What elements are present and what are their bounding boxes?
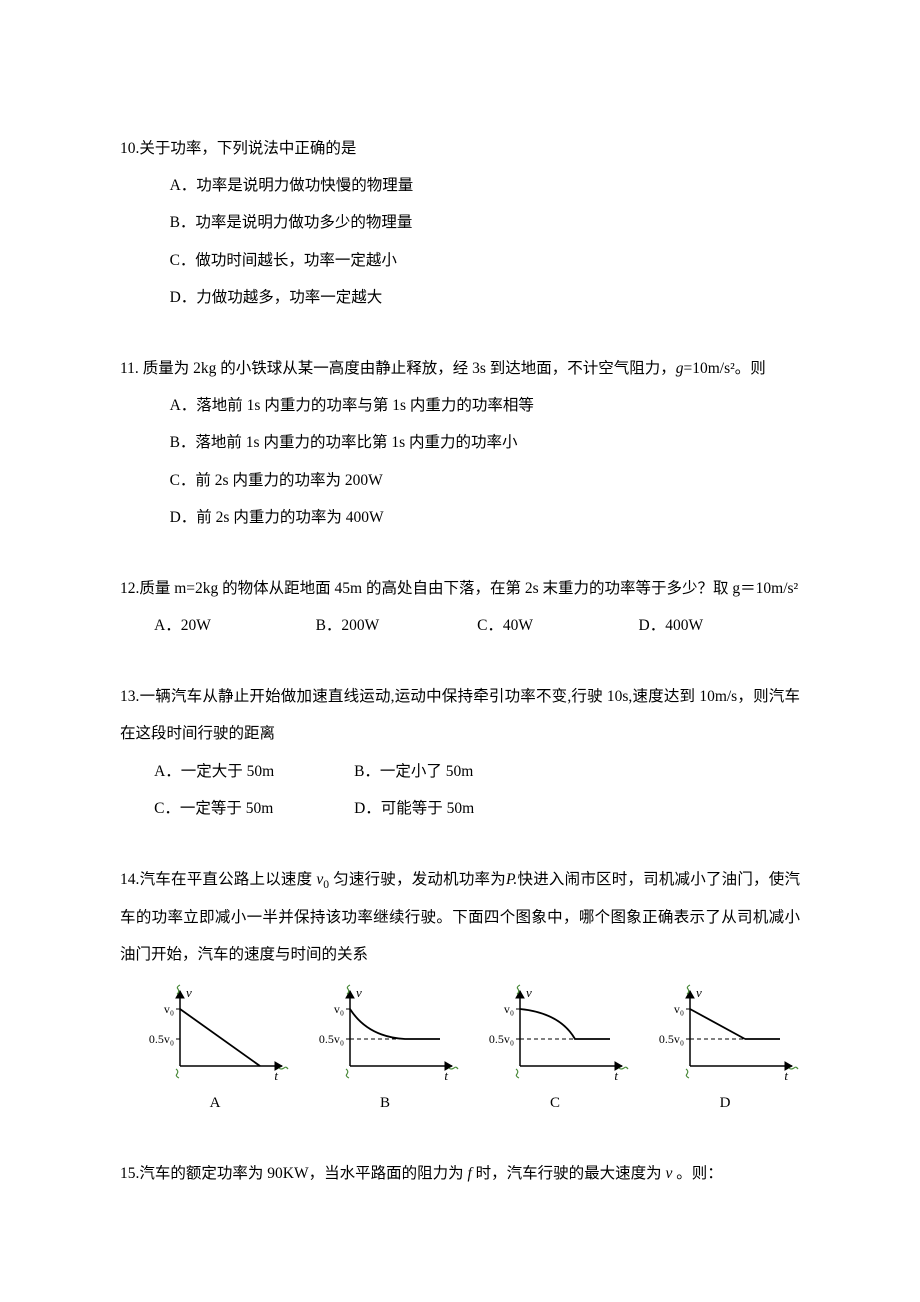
question-11: 11. 质量为 2kg 的小铁球从某一高度由静止释放，经 3s 到达地面，不计空… bbox=[120, 350, 800, 536]
svg-text:v: v bbox=[696, 985, 702, 1000]
svg-text:0.5v₀: 0.5v₀ bbox=[319, 1032, 344, 1046]
q11-stem-2: =10m/s²。则 bbox=[683, 360, 765, 377]
q13-stem: 一辆汽车从静止开始做加速直线运动,运动中保持牵引功率不变,行驶 10s,速度达到… bbox=[120, 688, 800, 742]
q12-options: A．20W B．200W C．40W D．400W bbox=[120, 607, 800, 644]
q10-stem: 关于功率，下列说法中正确的是 bbox=[139, 140, 356, 157]
q14-t1: 汽车在平直公路上以速度 bbox=[139, 871, 316, 888]
q14-P: P. bbox=[506, 871, 517, 888]
q10-number: 10. bbox=[120, 140, 139, 157]
q14-label-d: D bbox=[650, 1085, 800, 1121]
q14-t2: 匀速行驶，发动机功率为 bbox=[329, 871, 506, 888]
q13-number: 13. bbox=[120, 688, 139, 705]
chart-a-svg: v t v₀ 0.5v₀ bbox=[140, 981, 290, 1081]
svg-text:v: v bbox=[186, 985, 192, 1000]
q12-opt-d: D．400W bbox=[639, 607, 800, 644]
svg-text:v₀: v₀ bbox=[674, 1002, 684, 1016]
svg-text:v₀: v₀ bbox=[164, 1002, 174, 1016]
question-12: 12.质量 m=2kg 的物体从距地面 45m 的高处自由下落，在第 2s 末重… bbox=[120, 570, 800, 644]
q13-text: 13.一辆汽车从静止开始做加速直线运动,运动中保持牵引功率不变,行驶 10s,速… bbox=[120, 678, 800, 752]
q12-number: 12. bbox=[120, 580, 139, 597]
q11-opt-d: D．前 2s 内重力的功率为 400W bbox=[170, 499, 800, 536]
q14-chart-c: v t v₀ 0.5v₀ C bbox=[480, 981, 630, 1121]
q11-opt-c: C．前 2s 内重力的功率为 200W bbox=[170, 462, 800, 499]
svg-text:v₀: v₀ bbox=[504, 1002, 514, 1016]
q12-stem: 质量 m=2kg 的物体从距地面 45m 的高处自由下落，在第 2s 末重力的功… bbox=[139, 580, 798, 597]
q10-opt-b: B．功率是说明力做功多少的物理量 bbox=[170, 204, 800, 241]
q11-opt-a: A．落地前 1s 内重力的功率与第 1s 内重力的功率相等 bbox=[170, 387, 800, 424]
svg-text:v₀: v₀ bbox=[334, 1002, 344, 1016]
q10-options: A．功率是说明力做功快慢的物理量 B．功率是说明力做功多少的物理量 C．做功时间… bbox=[120, 167, 800, 316]
q14-number: 14. bbox=[120, 871, 139, 888]
q10-opt-d: D．力做功越多，功率一定越大 bbox=[170, 279, 800, 316]
question-13: 13.一辆汽车从静止开始做加速直线运动,运动中保持牵引功率不变,行驶 10s,速… bbox=[120, 678, 800, 827]
q14-label-b: B bbox=[310, 1085, 460, 1121]
svg-text:t: t bbox=[614, 1068, 618, 1081]
chart-c-svg: v t v₀ 0.5v₀ bbox=[480, 981, 630, 1081]
svg-text:v: v bbox=[356, 985, 362, 1000]
q14-charts: v t v₀ 0.5v₀ A v t v₀ 0.5v₀ B v t v₀ 0.5v₀ C v t v₀… bbox=[140, 981, 800, 1121]
q11-number: 11. bbox=[120, 360, 139, 377]
q11-text: 11. 质量为 2kg 的小铁球从某一高度由静止释放，经 3s 到达地面，不计空… bbox=[120, 350, 800, 387]
q14-chart-a: v t v₀ 0.5v₀ A bbox=[140, 981, 290, 1121]
svg-text:0.5v₀: 0.5v₀ bbox=[149, 1032, 174, 1046]
q11-opt-b: B．落地前 1s 内重力的功率比第 1s 内重力的功率小 bbox=[170, 424, 800, 461]
q13-opt-d: D．可能等于 50m bbox=[354, 790, 554, 827]
q14-label-a: A bbox=[140, 1085, 290, 1121]
q15-number: 15. bbox=[120, 1165, 139, 1182]
q10-text: 10.关于功率，下列说法中正确的是 bbox=[120, 130, 800, 167]
q15-t3: 。则： bbox=[672, 1165, 722, 1182]
q13-options: A．一定大于 50m B．一定小了 50m C．一定等于 50m D．可能等于 … bbox=[120, 753, 800, 827]
svg-text:t: t bbox=[444, 1068, 448, 1081]
question-15: 15.汽车的额定功率为 90KW，当水平路面的阻力为 f 时，汽车行驶的最大速度… bbox=[120, 1155, 800, 1192]
q11-stem-1: 质量为 2kg 的小铁球从某一高度由静止释放，经 3s 到达地面，不计空气阻力， bbox=[139, 360, 676, 377]
q10-opt-c: C．做功时间越长，功率一定越小 bbox=[170, 242, 800, 279]
q12-text: 12.质量 m=2kg 的物体从距地面 45m 的高处自由下落，在第 2s 末重… bbox=[120, 570, 800, 607]
svg-text:0.5v₀: 0.5v₀ bbox=[659, 1032, 684, 1046]
q15-text: 15.汽车的额定功率为 90KW，当水平路面的阻力为 f 时，汽车行驶的最大速度… bbox=[120, 1155, 800, 1192]
q10-opt-a: A．功率是说明力做功快慢的物理量 bbox=[170, 167, 800, 204]
q15-t1: 汽车的额定功率为 90KW，当水平路面的阻力为 bbox=[139, 1165, 467, 1182]
chart-d-svg: v t v₀ 0.5v₀ bbox=[650, 981, 800, 1081]
q14-label-c: C bbox=[480, 1085, 630, 1121]
q13-opt-b: B．一定小了 50m bbox=[354, 753, 554, 790]
q14-text: 14.汽车在平直公路上以速度 v0 匀速行驶，发动机功率为P.快进入闹市区时，司… bbox=[120, 861, 800, 973]
q12-opt-b: B．200W bbox=[316, 607, 477, 644]
svg-text:v: v bbox=[526, 985, 532, 1000]
svg-text:t: t bbox=[784, 1068, 788, 1081]
q14-chart-d: v t v₀ 0.5v₀ D bbox=[650, 981, 800, 1121]
chart-b-svg: v t v₀ 0.5v₀ bbox=[310, 981, 460, 1081]
svg-text:0.5v₀: 0.5v₀ bbox=[489, 1032, 514, 1046]
question-10: 10.关于功率，下列说法中正确的是 A．功率是说明力做功快慢的物理量 B．功率是… bbox=[120, 130, 800, 316]
q15-t2: 时，汽车行驶的最大速度为 bbox=[472, 1165, 666, 1182]
question-14: 14.汽车在平直公路上以速度 v0 匀速行驶，发动机功率为P.快进入闹市区时，司… bbox=[120, 861, 800, 1121]
q13-opt-c: C．一定等于 50m bbox=[154, 790, 354, 827]
q13-opt-a: A．一定大于 50m bbox=[154, 753, 354, 790]
q12-opt-c: C．40W bbox=[477, 607, 638, 644]
q12-opt-a: A．20W bbox=[154, 607, 315, 644]
q11-options: A．落地前 1s 内重力的功率与第 1s 内重力的功率相等 B．落地前 1s 内… bbox=[120, 387, 800, 536]
q14-chart-b: v t v₀ 0.5v₀ B bbox=[310, 981, 460, 1121]
svg-text:t: t bbox=[274, 1068, 278, 1081]
